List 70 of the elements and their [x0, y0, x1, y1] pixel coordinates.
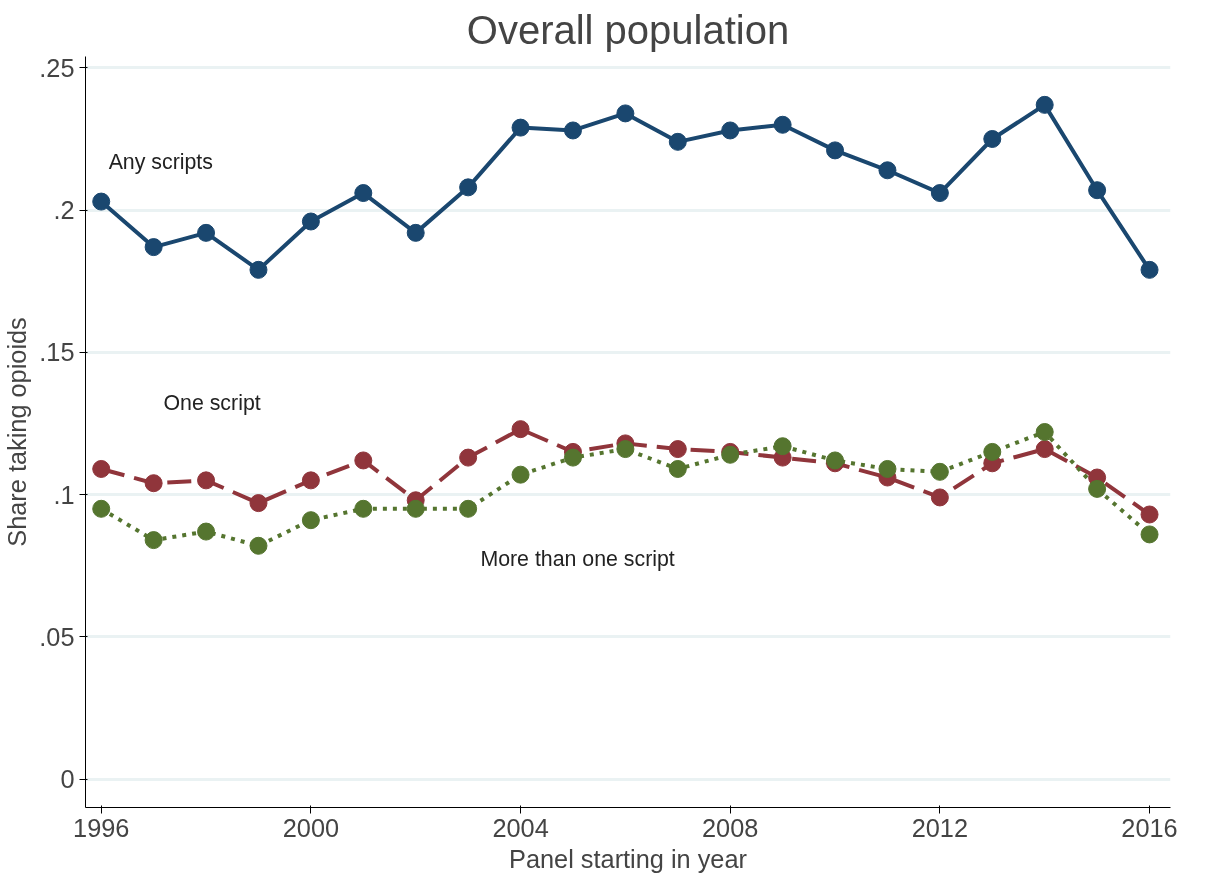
series-label: Any scripts	[108, 150, 213, 175]
point	[1140, 505, 1159, 524]
point	[930, 488, 949, 507]
point	[721, 121, 740, 140]
point	[197, 471, 216, 490]
point	[406, 223, 425, 242]
point	[878, 460, 897, 478]
point	[773, 115, 792, 134]
point	[197, 522, 216, 541]
point	[983, 442, 1002, 461]
point	[301, 212, 320, 231]
point	[406, 499, 425, 518]
point	[511, 465, 530, 484]
x-tick-label: 2004	[492, 813, 549, 842]
x-tick-label: 2000	[282, 813, 340, 842]
x-tick-label: 2012	[911, 813, 969, 842]
point	[354, 499, 373, 518]
point	[1140, 260, 1159, 279]
point	[668, 132, 687, 151]
point	[459, 499, 478, 518]
point	[249, 494, 268, 513]
point	[301, 511, 320, 530]
point	[92, 499, 111, 518]
point	[1088, 479, 1107, 498]
point	[511, 420, 530, 439]
point	[354, 184, 373, 203]
y-axis-title: Share taking opioids	[3, 317, 32, 547]
point	[301, 471, 320, 490]
y-tick-label: 0	[60, 765, 75, 794]
point	[668, 460, 687, 478]
point	[144, 474, 163, 493]
point	[616, 104, 635, 123]
point	[459, 178, 478, 197]
point	[249, 536, 268, 555]
point	[668, 440, 687, 459]
x-axis-title: Panel starting in year	[509, 844, 748, 873]
chart-title: Overall population	[466, 7, 790, 52]
point	[616, 440, 635, 459]
point	[249, 260, 268, 279]
point	[354, 451, 373, 470]
point	[144, 531, 163, 550]
point	[878, 161, 897, 180]
point	[1035, 95, 1054, 114]
point	[511, 118, 530, 137]
point	[459, 448, 478, 467]
point	[930, 462, 949, 481]
point	[826, 141, 845, 160]
point	[144, 238, 163, 257]
y-tick-label: .2	[53, 196, 75, 225]
x-tick-label: 1996	[73, 813, 130, 842]
point	[1035, 440, 1054, 459]
point	[197, 223, 216, 242]
series-label: More than one script	[480, 547, 675, 572]
y-tick-label: .05	[39, 622, 75, 651]
point	[1088, 181, 1107, 200]
x-tick-label: 2008	[702, 813, 759, 842]
text: One script	[163, 391, 261, 416]
x-tick-label: 2016	[1121, 813, 1178, 842]
point	[1035, 423, 1054, 441]
point	[773, 437, 792, 456]
point	[563, 448, 582, 467]
point	[983, 130, 1002, 148]
point	[92, 460, 111, 478]
y-tick-label: .1	[53, 480, 75, 509]
y-tick-label: .15	[39, 338, 75, 367]
y-tick-label: .25	[39, 53, 75, 82]
point	[1140, 525, 1159, 544]
point	[930, 184, 949, 203]
point	[563, 121, 582, 140]
point	[92, 192, 111, 211]
